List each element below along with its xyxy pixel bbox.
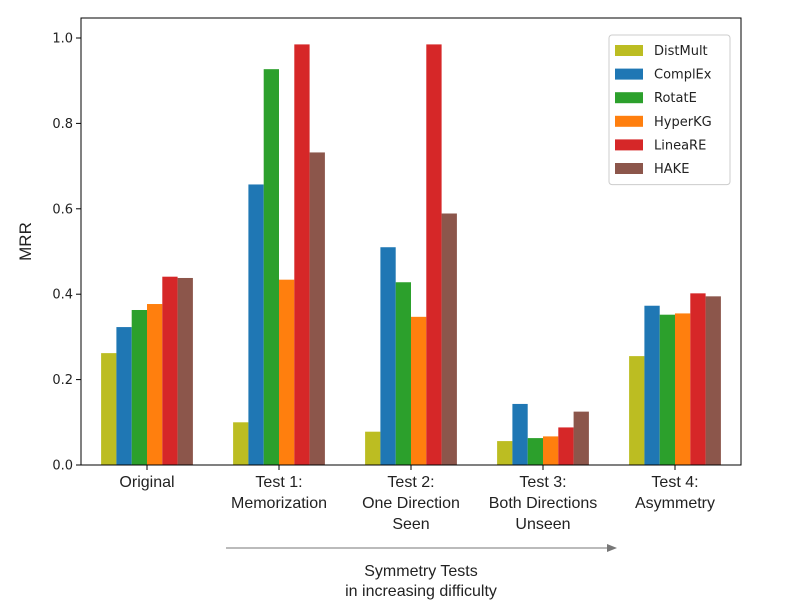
bar-hyperkg-4 [675, 313, 691, 465]
x-category-label: Test 1: Memorization [231, 474, 327, 512]
legend-swatch-hyperkg [615, 115, 643, 127]
y-tick-label: 1.0 [52, 32, 73, 47]
x-category-label-line: Both Directions [489, 495, 598, 512]
legend-swatch-complex [615, 68, 643, 80]
x-category-label-line: Test 1: [255, 474, 302, 491]
y-axis-title: MRR [16, 222, 35, 261]
x-category-label-line: One Direction [362, 495, 460, 512]
legend-swatch-lineare [615, 139, 643, 151]
y-tick-label: 0.8 [52, 117, 73, 132]
legend-label-lineare: LineaRE [654, 138, 706, 153]
bar-hake-3 [573, 411, 589, 465]
bar-hake-2 [441, 213, 457, 465]
y-tick-label: 0.6 [52, 202, 73, 217]
y-tick-label: 0.2 [52, 373, 73, 388]
x-category-label: Test 4: Asymmetry [635, 474, 715, 512]
y-tick-label: 0.4 [52, 288, 73, 303]
difficulty-annotation-text: Symmetry Tests in increasing difficulty [345, 563, 497, 600]
difficulty-annotation: Symmetry Tests in increasing difficulty [226, 544, 617, 600]
bar-rotate-2 [395, 282, 411, 465]
bar-complex-3 [512, 403, 528, 465]
bar-complex-2 [380, 247, 396, 465]
bar-distmult-1 [233, 422, 249, 465]
bar-distmult-4 [629, 356, 645, 465]
x-category-label-line: Unseen [515, 516, 570, 533]
bars-layer [101, 44, 721, 466]
bar-lineare-2 [426, 44, 442, 465]
bar-hake-0 [177, 277, 193, 465]
bar-complex-4 [644, 305, 660, 465]
legend-swatch-distmult [615, 45, 643, 56]
bar-rotate-3 [527, 438, 543, 465]
bar-complex-0 [116, 327, 132, 465]
bar-hyperkg-1 [279, 279, 295, 465]
legend-label-hyperkg: HyperKG [654, 115, 712, 130]
bar-rotate-0 [131, 309, 147, 465]
x-category-label-line: Memorization [231, 495, 327, 512]
bar-lineare-4 [690, 293, 706, 465]
legend-swatch-rotate [615, 92, 643, 104]
legend-label-complex: ComplEx [654, 68, 712, 83]
bar-distmult-3 [497, 441, 513, 465]
bar-distmult-0 [101, 353, 117, 465]
x-category-label: Test 3: Both Directions Unseen [489, 474, 598, 533]
x-category-label: Original [119, 474, 174, 491]
bar-lineare-3 [558, 427, 574, 465]
y-tick-label: 0.0 [52, 459, 73, 474]
bar-hyperkg-3 [543, 436, 559, 465]
legend-label-distmult: DistMult [654, 44, 708, 59]
bar-hake-4 [705, 296, 721, 465]
difficulty-annotation-line: Symmetry Tests [364, 563, 478, 580]
difficulty-annotation-line: in increasing difficulty [345, 583, 497, 600]
x-category-label-line: Original [119, 474, 174, 491]
x-category-label-line: Test 2: [387, 474, 434, 491]
bar-rotate-1 [263, 69, 279, 466]
legend-label-hake: HAKE [654, 162, 689, 177]
bar-lineare-0 [162, 276, 178, 465]
bar-hyperkg-0 [147, 304, 163, 465]
y-axis: 0.0 0.2 0.4 0.6 0.8 1.0 [52, 32, 81, 474]
bar-lineare-1 [294, 44, 310, 465]
x-category-label-line: Asymmetry [635, 495, 715, 512]
x-category-label-line: Seen [392, 516, 429, 533]
bar-rotate-4 [659, 314, 675, 465]
legend-swatch-hake [615, 163, 643, 174]
legend: DistMult ComplEx RotatE HyperKG LineaRE HAKE [608, 34, 731, 186]
bar-complex-1 [248, 184, 264, 465]
x-category-label-line: Test 3: [519, 474, 566, 491]
legend-label-rotate: RotatE [654, 91, 697, 106]
x-axis: Original Test 1: Memorization Test 2: One Di… [119, 465, 715, 533]
x-category-label: Test 2: One Direction Seen [362, 474, 460, 533]
bar-distmult-2 [365, 431, 381, 465]
bar-hake-1 [309, 152, 325, 465]
x-category-label-line: Test 4: [651, 474, 698, 491]
bar-hyperkg-2 [411, 316, 427, 465]
